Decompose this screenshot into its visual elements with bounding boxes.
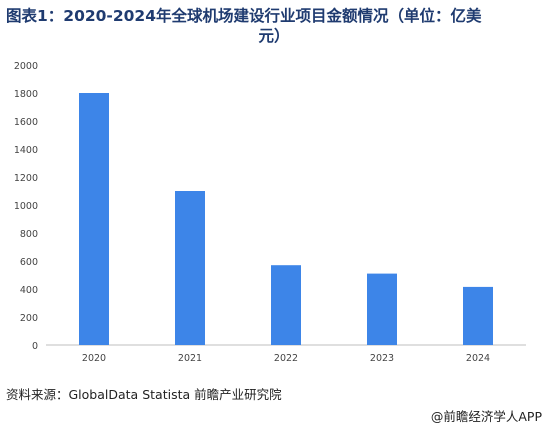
y-tick-label: 1800 [14,89,38,100]
x-tick-label: 2020 [82,353,106,364]
bar-2023 [367,273,397,345]
y-tick-label: 0 [32,341,38,352]
x-tick-label: 2022 [274,353,298,364]
y-tick-label: 800 [20,229,38,240]
y-tick-label: 600 [20,257,38,268]
x-tick-label: 2021 [178,353,202,364]
chart-title: 图表1：2020-2024年全球机场建设行业项目金额情况（单位：亿美 元） [6,6,542,46]
bar-2020 [79,93,109,345]
y-tick-label: 2000 [14,61,38,72]
y-tick-label: 1400 [14,145,38,156]
y-tick-label: 400 [20,285,38,296]
y-tick-label: 200 [20,313,38,324]
footer-watermark: @前瞻经济学人APP [430,409,542,424]
chart-title-line1: 图表1：2020-2024年全球机场建设行业项目金额情况（单位：亿美 [6,7,482,25]
chart-title-line2: 元） [258,27,290,45]
source-note: 资料来源：GlobalData Statista 前瞻产业研究院 [6,387,282,402]
x-tick-label: 2024 [466,353,490,364]
y-tick-label: 1200 [14,173,38,184]
bar-2024 [463,286,493,345]
y-tick-label: 1600 [14,117,38,128]
x-tick-label: 2023 [370,353,394,364]
bar-2022 [271,265,301,345]
bar-2021 [175,191,205,345]
y-tick-label: 1000 [14,201,38,212]
